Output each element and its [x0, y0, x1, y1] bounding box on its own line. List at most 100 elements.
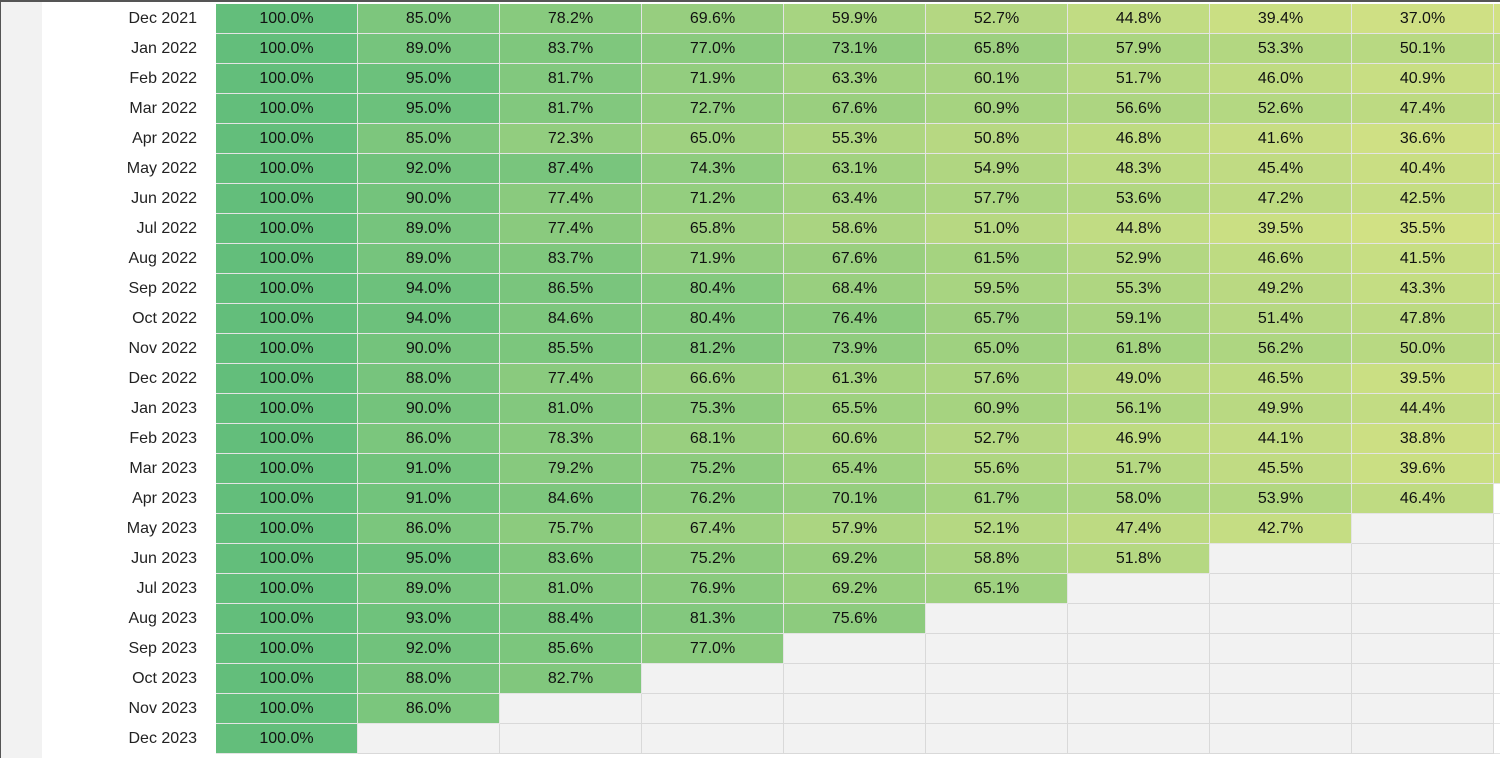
- retention-cell[interactable]: 100.0%: [216, 394, 358, 424]
- empty-cell[interactable]: [500, 694, 642, 724]
- retention-cell[interactable]: 50.1%: [1352, 34, 1494, 64]
- retention-cell[interactable]: 39.4%: [1210, 4, 1352, 34]
- retention-cell[interactable]: 63.1%: [784, 154, 926, 184]
- retention-cell[interactable]: 73.1%: [784, 34, 926, 64]
- retention-cell[interactable]: 66.6%: [642, 364, 784, 394]
- retention-cell[interactable]: 65.5%: [784, 394, 926, 424]
- retention-cell[interactable]: 100.0%: [216, 544, 358, 574]
- retention-cell[interactable]: 51.0%: [926, 214, 1068, 244]
- retention-cell[interactable]: 59.9%: [784, 4, 926, 34]
- empty-cell[interactable]: [1068, 604, 1210, 634]
- retention-cell[interactable]: 46.6%: [1210, 244, 1352, 274]
- retention-cell[interactable]: 43.3%: [1352, 274, 1494, 304]
- retention-cell[interactable]: 69.6%: [642, 4, 784, 34]
- empty-cell[interactable]: [926, 724, 1068, 754]
- retention-cell[interactable]: 69.2%: [784, 574, 926, 604]
- retention-cell[interactable]: 100.0%: [216, 64, 358, 94]
- retention-cell[interactable]: 59.5%: [926, 274, 1068, 304]
- retention-cell[interactable]: 60.6%: [784, 424, 926, 454]
- retention-cell[interactable]: 46.5%: [1210, 364, 1352, 394]
- retention-cell[interactable]: 58.0%: [1068, 484, 1210, 514]
- empty-cell[interactable]: [1352, 514, 1494, 544]
- retention-cell[interactable]: 55.6%: [926, 454, 1068, 484]
- retention-cell[interactable]: 51.7%: [1068, 64, 1210, 94]
- retention-cell[interactable]: 51.4%: [1210, 304, 1352, 334]
- retention-cell[interactable]: 61.7%: [926, 484, 1068, 514]
- retention-cell[interactable]: 95.0%: [358, 64, 500, 94]
- retention-cell[interactable]: 52.7%: [926, 4, 1068, 34]
- retention-cell[interactable]: 79.2%: [500, 454, 642, 484]
- retention-cell[interactable]: 60.9%: [926, 94, 1068, 124]
- retention-cell[interactable]: 77.4%: [500, 184, 642, 214]
- retention-cell[interactable]: 47.8%: [1352, 304, 1494, 334]
- retention-cell[interactable]: 100.0%: [216, 574, 358, 604]
- retention-cell[interactable]: 56.2%: [1210, 334, 1352, 364]
- retention-cell[interactable]: 67.6%: [784, 244, 926, 274]
- retention-cell[interactable]: 100.0%: [216, 604, 358, 634]
- retention-cell[interactable]: 74.3%: [642, 154, 784, 184]
- retention-cell[interactable]: 83.7%: [500, 244, 642, 274]
- retention-cell[interactable]: 81.2%: [642, 334, 784, 364]
- retention-cell[interactable]: 55.3%: [1068, 274, 1210, 304]
- retention-cell[interactable]: 49.9%: [1210, 394, 1352, 424]
- empty-cell[interactable]: [1210, 634, 1352, 664]
- retention-cell[interactable]: 69.2%: [784, 544, 926, 574]
- retention-cell[interactable]: 92.0%: [358, 154, 500, 184]
- retention-cell[interactable]: 63.3%: [784, 64, 926, 94]
- retention-cell[interactable]: 61.3%: [784, 364, 926, 394]
- retention-cell[interactable]: 100.0%: [216, 424, 358, 454]
- retention-cell[interactable]: 95.0%: [358, 544, 500, 574]
- empty-cell[interactable]: [1068, 664, 1210, 694]
- retention-cell[interactable]: 36.6%: [1352, 124, 1494, 154]
- retention-cell[interactable]: 75.7%: [500, 514, 642, 544]
- retention-cell[interactable]: 45.4%: [1210, 154, 1352, 184]
- retention-cell[interactable]: 81.3%: [642, 604, 784, 634]
- retention-cell[interactable]: 82.7%: [500, 664, 642, 694]
- retention-cell[interactable]: 100.0%: [216, 214, 358, 244]
- empty-cell[interactable]: [784, 694, 926, 724]
- retention-cell[interactable]: 100.0%: [216, 274, 358, 304]
- retention-cell[interactable]: 40.9%: [1352, 64, 1494, 94]
- retention-cell[interactable]: 47.4%: [1068, 514, 1210, 544]
- retention-cell[interactable]: 59.1%: [1068, 304, 1210, 334]
- retention-cell[interactable]: 100.0%: [216, 244, 358, 274]
- retention-cell[interactable]: 39.5%: [1210, 214, 1352, 244]
- retention-cell[interactable]: 88.4%: [500, 604, 642, 634]
- retention-cell[interactable]: 52.6%: [1210, 94, 1352, 124]
- retention-cell[interactable]: 86.0%: [358, 514, 500, 544]
- retention-cell[interactable]: 53.9%: [1210, 484, 1352, 514]
- empty-cell[interactable]: [1210, 604, 1352, 634]
- retention-cell[interactable]: 39.6%: [1352, 454, 1494, 484]
- retention-cell[interactable]: 100.0%: [216, 334, 358, 364]
- empty-cell[interactable]: [1210, 574, 1352, 604]
- empty-cell[interactable]: [926, 604, 1068, 634]
- retention-cell[interactable]: 76.2%: [642, 484, 784, 514]
- retention-cell[interactable]: 44.4%: [1352, 394, 1494, 424]
- retention-cell[interactable]: 46.9%: [1068, 424, 1210, 454]
- retention-cell[interactable]: 75.2%: [642, 454, 784, 484]
- retention-cell[interactable]: 100.0%: [216, 124, 358, 154]
- retention-cell[interactable]: 100.0%: [216, 694, 358, 724]
- retention-cell[interactable]: 72.7%: [642, 94, 784, 124]
- empty-cell[interactable]: [1210, 724, 1352, 754]
- retention-cell[interactable]: 73.9%: [784, 334, 926, 364]
- retention-cell[interactable]: 44.8%: [1068, 4, 1210, 34]
- retention-cell[interactable]: 40.4%: [1352, 154, 1494, 184]
- retention-cell[interactable]: 57.6%: [926, 364, 1068, 394]
- retention-cell[interactable]: 65.7%: [926, 304, 1068, 334]
- retention-cell[interactable]: 100.0%: [216, 454, 358, 484]
- retention-cell[interactable]: 65.8%: [926, 34, 1068, 64]
- retention-cell[interactable]: 44.1%: [1210, 424, 1352, 454]
- retention-cell[interactable]: 85.0%: [358, 4, 500, 34]
- retention-cell[interactable]: 94.0%: [358, 274, 500, 304]
- retention-cell[interactable]: 83.6%: [500, 544, 642, 574]
- retention-cell[interactable]: 89.0%: [358, 244, 500, 274]
- retention-cell[interactable]: 42.5%: [1352, 184, 1494, 214]
- empty-cell[interactable]: [358, 724, 500, 754]
- empty-cell[interactable]: [1210, 694, 1352, 724]
- retention-cell[interactable]: 55.3%: [784, 124, 926, 154]
- retention-cell[interactable]: 77.4%: [500, 214, 642, 244]
- retention-cell[interactable]: 93.0%: [358, 604, 500, 634]
- retention-cell[interactable]: 100.0%: [216, 634, 358, 664]
- retention-cell[interactable]: 51.7%: [1068, 454, 1210, 484]
